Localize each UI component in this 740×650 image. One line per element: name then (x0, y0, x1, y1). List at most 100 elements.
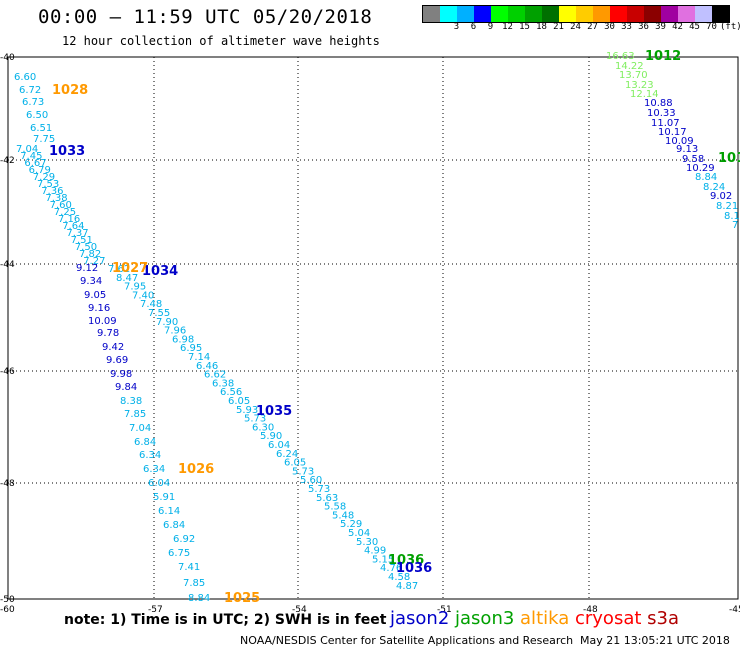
swh-value: 7.04 (129, 423, 151, 434)
swh-value: 5.91 (153, 492, 175, 503)
swh-value: 14.22 (615, 61, 644, 72)
swh-value: 7.14 (188, 352, 210, 363)
swh-value: 5.58 (324, 502, 346, 513)
legend-altika: altika (520, 608, 575, 629)
swh-value: 13.23 (625, 80, 654, 91)
swh-value: 7.90 (156, 317, 178, 328)
swh-value: 5.93 (236, 405, 258, 416)
swh-value: 5.63 (316, 493, 338, 504)
swh-value: 10.29 (686, 163, 715, 174)
pass-id-label: 1034 (142, 264, 178, 279)
swh-value: 7.38 (45, 193, 67, 204)
swh-value: 6.72 (19, 85, 41, 96)
swh-value: 6.38 (212, 378, 234, 389)
swh-value: 7.60 (50, 200, 72, 211)
swh-value: 6.56 (220, 387, 242, 398)
swh-value: 6.98 (172, 334, 194, 345)
swh-value: 6.46 (196, 361, 218, 372)
swh-value: 7.51 (71, 235, 93, 246)
pass-id-label: 1025 (224, 591, 260, 606)
swh-value: 7.04 (16, 144, 38, 155)
colorbar-label: 15 (519, 22, 530, 32)
swh-value: 5.73 (308, 484, 330, 495)
swh-value: 5.90 (260, 431, 282, 442)
colorbar-label: 33 (621, 22, 632, 32)
swh-value: 6.92 (173, 534, 195, 545)
swh-value: 6.14 (158, 506, 180, 517)
pass-id-label: 1036 (396, 561, 432, 576)
swh-value: 12.14 (630, 89, 659, 100)
colorbar-swatch (457, 6, 474, 22)
longitude-label: -60 (0, 605, 15, 615)
colorbar-swatch (423, 6, 440, 22)
satellite-legend: jason2 jason3 altika cryosat s3a (390, 608, 679, 629)
swh-value: 6.84 (134, 437, 156, 448)
colorbar-swatch (542, 6, 559, 22)
map-subtitle: 12 hour collection of altimeter wave hei… (62, 34, 380, 48)
colorbar-swatch (491, 6, 508, 22)
colorbar-swatch (559, 6, 576, 22)
swh-value: 7.41 (178, 562, 200, 573)
swh-value: 5.73 (292, 466, 314, 477)
swh-value: 16.63 (606, 51, 635, 62)
swh-value: 4.99 (364, 546, 386, 557)
longitude-label: -54 (292, 605, 307, 615)
colorbar-swatch (712, 6, 729, 22)
swh-value: 9.16 (88, 303, 110, 314)
swh-value: 7.40 (132, 290, 154, 301)
swh-value: 8.84 (695, 172, 717, 183)
swh-value: 10.33 (647, 108, 676, 119)
swh-value: 9.42 (102, 342, 124, 353)
swh-value: 7.95 (124, 282, 146, 293)
colorbar-swatch (661, 6, 678, 22)
swh-value: 5.04 (348, 528, 370, 539)
swh-value: 8.21 (716, 201, 738, 212)
swh-value: 7.85 (124, 409, 146, 420)
swh-value: 5.15 (372, 554, 394, 565)
swh-value: 11.07 (651, 118, 680, 129)
colorbar-label: 9 (487, 22, 494, 32)
colorbar-label: 12 (502, 22, 513, 32)
swh-value: 6.04 (268, 440, 290, 451)
swh-value: 7.96 (164, 326, 186, 337)
legend-jason2: jason2 (390, 608, 456, 629)
swh-value: 6.51 (30, 123, 52, 134)
latitude-label: -40 (0, 53, 15, 63)
swh-value: 9.05 (84, 290, 106, 301)
pass-id-label: 1033 (49, 144, 85, 159)
swh-value: 6.34 (143, 464, 165, 475)
pass-id-label: 1027 (112, 261, 148, 276)
colorbar-label: 70 (706, 22, 717, 32)
colorbar-label: 45 (689, 22, 700, 32)
swh-value: 9.34 (80, 276, 102, 287)
swh-value: 4.76 (380, 563, 402, 574)
credit-text: NOAA/NESDIS Center for Satellite Applica… (240, 634, 574, 647)
swh-value: 5.30 (356, 537, 378, 548)
legend-jason3: jason3 (455, 608, 521, 629)
swh-value: 8.38 (120, 396, 142, 407)
swh-value: 7.53 (37, 179, 59, 190)
swh-value: 6.24 (276, 449, 298, 460)
swh-value: 10.17 (658, 127, 687, 138)
swh-value: 9.78 (97, 328, 119, 339)
pass-id-label: 101 (718, 151, 740, 166)
swh-value: 6.67 (24, 158, 46, 169)
pass-id-label: 1035 (256, 404, 292, 419)
latitude-label: -44 (0, 260, 15, 270)
swh-value: 7.62 (108, 264, 130, 275)
timestamp-text: May 21 13:05:21 UTC 2018 (580, 634, 730, 647)
swh-value: 4.58 (388, 572, 410, 583)
colorbar-swatch (644, 6, 661, 22)
colorbar-label: 6 (470, 22, 477, 32)
swh-value: 9.84 (115, 382, 137, 393)
pass-id-label: 1026 (178, 462, 214, 477)
colorbar-label: 27 (587, 22, 598, 32)
swh-value: 5.29 (340, 519, 362, 530)
swh-value: 7.29 (33, 172, 55, 183)
legend-cryosat: cryosat (574, 608, 648, 629)
swh-value: 7 (732, 220, 738, 231)
swh-value: 6.62 (204, 370, 226, 381)
swh-value: 7.48 (140, 299, 162, 310)
swh-value: 9.13 (676, 144, 698, 155)
colorbar-label: 3 (453, 22, 460, 32)
